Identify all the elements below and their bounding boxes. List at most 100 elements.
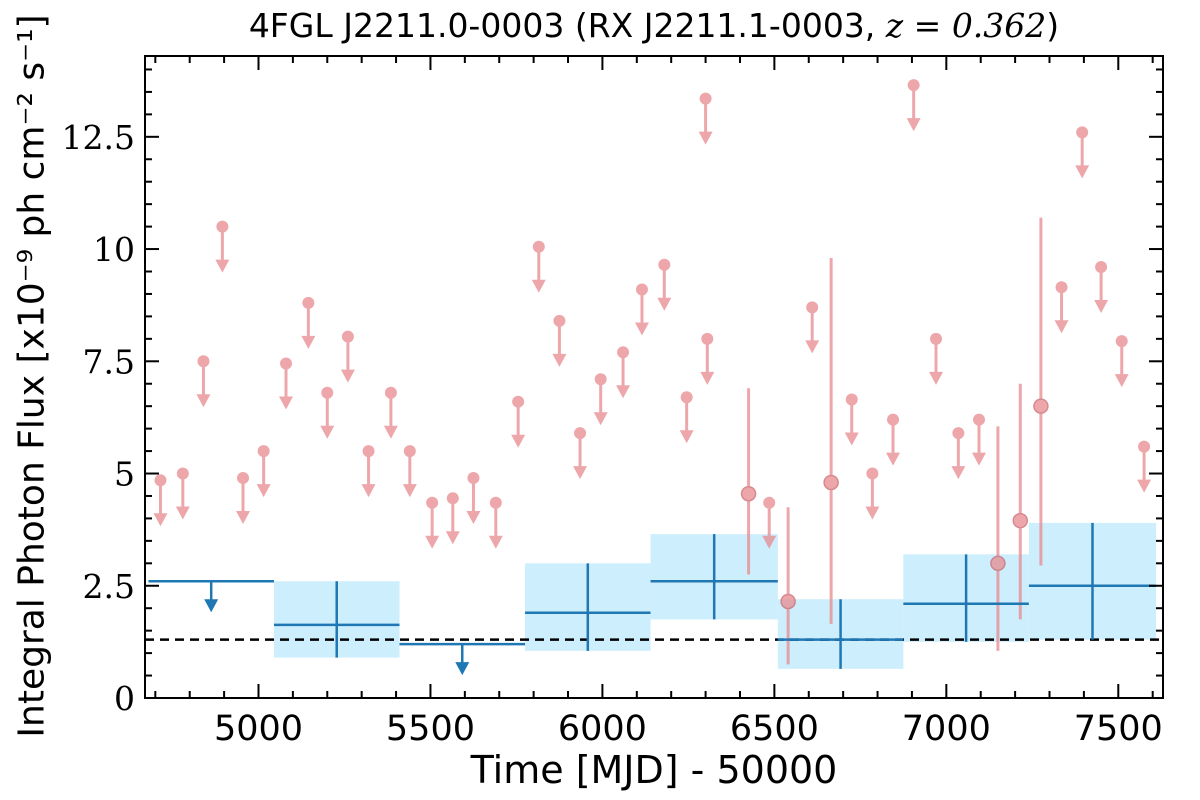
upper-limit-point [553,314,566,327]
yearly-limit-arrow [204,599,219,613]
upper-limit-arrow [805,340,820,354]
monthly-upper-limit [762,496,777,549]
monthly-upper-limit [531,240,546,293]
monthly-upper-limit [1094,261,1109,314]
monthly-upper-limit [886,413,901,466]
x-tick-label: 6500 [730,709,819,749]
monthly-upper-limit [402,445,417,498]
monthly-upper-limit [634,283,649,336]
monthly-detection [823,258,839,624]
monthly-upper-limit [573,427,588,480]
monthly-upper-limit [175,467,190,520]
y-axis-label: Integral Photon Flux [x10⁻⁹ ph cm⁻² s⁻¹] [11,14,53,738]
upper-limit-arrow [466,511,481,525]
upper-limit-point [280,357,293,370]
monthly-upper-limit [844,393,859,446]
upper-limit-point [302,296,315,309]
upper-limit-arrow [340,369,355,383]
monthly-upper-limit [340,330,355,383]
upper-limit-point [574,427,587,440]
monthly-upper-limit [320,386,335,439]
y-tick-label: 0 [114,679,135,718]
upper-limit-point [701,332,714,345]
upper-limit-point [1115,335,1128,348]
monthly-upper-limit [196,355,211,408]
y-tick-label: 12.5 [62,118,135,157]
upper-limit-point [154,474,167,487]
upper-limit-point [176,467,189,480]
monthly-upper-limit [593,373,608,426]
upper-limit-point [1055,281,1068,294]
upper-limit-arrow [236,511,251,525]
detection-point [780,593,796,610]
upper-limit-point [467,472,480,485]
y-tick-label: 10 [93,230,135,269]
monthly-upper-limit [700,332,715,385]
upper-limit-point [680,391,693,404]
monthly-upper-limit [1075,126,1090,179]
upper-limit-arrow [634,322,649,336]
upper-limit-point [426,496,439,509]
monthly-upper-limit [236,472,251,525]
upper-limit-arrow [700,371,715,385]
detection-point [740,485,757,502]
monthly-upper-limit [616,346,631,399]
upper-limit-arrow [929,371,944,385]
upper-limit-point [845,393,858,406]
upper-limit-point [446,492,459,505]
detection-point [1012,512,1029,529]
monthly-upper-limit [698,92,713,145]
upper-limit-arrow [1075,165,1090,179]
upper-limit-arrow [593,412,608,426]
monthly-upper-limit [805,301,820,354]
monthly-upper-limit [1137,440,1152,493]
monthly-detection [1033,217,1049,566]
upper-limit-point [341,330,354,343]
x-tick-label: 5500 [386,709,475,749]
monthly-upper-limit [929,332,944,385]
title-redshift: z = 0.362 [885,6,1047,45]
upper-limit-point [384,386,397,399]
monthly-upper-limit [279,357,294,410]
monthly-detection [1012,383,1029,620]
upper-limit-point [973,413,986,426]
upper-limit-point [594,373,607,386]
upper-limit-arrow [383,425,398,439]
monthly-upper-limit [383,386,398,439]
upper-limit-arrow [153,513,168,527]
upper-limit-arrow [679,430,694,444]
monthly-detection [990,426,1006,651]
upper-limit-arrow [175,506,190,520]
upper-limit-arrow [698,131,713,145]
x-tick-label: 7500 [1074,709,1163,749]
upper-limit-arrow [301,335,316,349]
upper-limit-arrow [906,118,921,132]
monthly-upper-limit [552,314,567,367]
y-tick-labels: 0 2.5 5 7.5 10 12.5 [62,118,135,718]
upper-limit-arrow [886,452,901,466]
detection-point [990,555,1006,572]
upper-limit-arrow [972,452,987,466]
upper-limit-point [887,413,900,426]
axis-ticks [145,56,1163,699]
upper-limit-arrow [1054,320,1069,334]
upper-limit-point [237,472,250,485]
monthly-upper-limit [511,395,526,448]
monthly-upper-limit [215,220,230,273]
chart-title: 4FGL J2211.0-0003 (RX J2211.1-0003, z = … [145,6,1163,45]
upper-limit-arrow [762,535,777,549]
upper-limit-arrow [552,353,567,367]
x-tick-labels: 5000 5500 6000 6500 7000 7500 [214,709,1163,749]
monthly-upper-limit [865,467,880,520]
upper-limit-arrow [511,434,526,448]
upper-limit-arrow [865,506,880,520]
detection-point [1033,398,1049,414]
upper-limit-arrow [215,259,230,273]
upper-limit-arrow [1094,300,1109,314]
monthly-upper-limit [425,496,440,549]
upper-limit-point [257,445,270,458]
monthly-upper-limit [657,258,672,311]
upper-limit-point [1076,126,1089,139]
yearly-limit-arrow [455,662,470,676]
